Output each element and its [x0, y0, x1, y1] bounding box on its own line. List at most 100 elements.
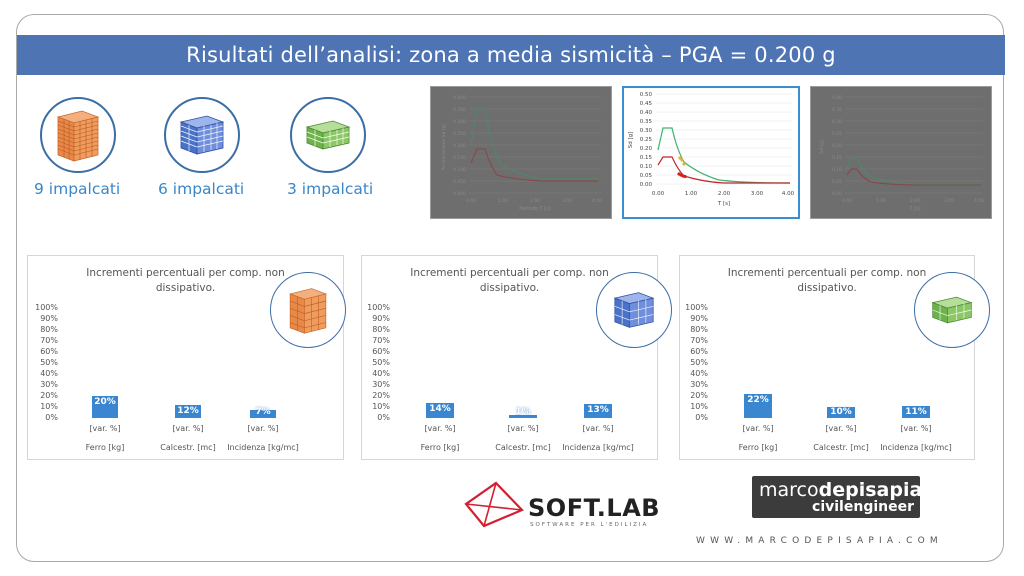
- y-tick-label: 0%: [45, 413, 58, 422]
- softlab-logo-icon: [464, 481, 524, 528]
- spec-right-ytick: 0.35: [832, 107, 842, 113]
- panel-title-line1: Incrementi percentuali per comp. non: [410, 267, 609, 279]
- y-tick-label: 40%: [690, 369, 708, 378]
- y-tick-label: 60%: [690, 347, 708, 356]
- y-tick-label: 70%: [40, 336, 58, 345]
- spec-left-xtick: 3.00: [562, 198, 572, 204]
- spec-mid-ytick: 0.05: [640, 173, 653, 179]
- y-tick-label: 50%: [372, 358, 390, 367]
- x-var-label: [var. %]: [900, 424, 932, 433]
- x-category-label: Incidenza [kg/mc]: [562, 443, 634, 452]
- building-3-floors-icon: [305, 120, 351, 150]
- spec-mid-ytick: 0.10: [640, 164, 653, 170]
- y-tick-label: 80%: [372, 325, 390, 334]
- spectrum-plot-right: 0.40 0.35 0.30 0.25 0.20 0.15 0.10 0.05 …: [811, 87, 991, 218]
- spec-right-xtick: 2.00: [910, 198, 920, 204]
- y-tick-label: 50%: [690, 358, 708, 367]
- y-tick-label: 0%: [695, 413, 708, 422]
- spec-mid-xtick: 3.00: [751, 191, 764, 197]
- building-9-label: 9 impalcati: [34, 180, 121, 198]
- y-tick-label: 10%: [40, 402, 58, 411]
- spec-mid-ytick: 0.45: [640, 101, 653, 107]
- y-tick-label: 60%: [372, 347, 390, 356]
- spec-mid-xtick: 1.00: [685, 191, 698, 197]
- spec-left-xtick: 2.00: [530, 198, 540, 204]
- spec-right-ytick: 0.15: [832, 155, 842, 161]
- y-tick-label: 40%: [372, 369, 390, 378]
- spec-mid-xtick: 2.00: [718, 191, 731, 197]
- bar-value-label: 22%: [747, 394, 769, 405]
- spec-mid-ytick: 0.25: [640, 137, 653, 143]
- spec-right-ytick: 0.20: [832, 143, 842, 149]
- panel-building-3-circle: [914, 272, 990, 348]
- building-6-circle: [164, 97, 240, 173]
- spec-left-ytick: 0.350: [453, 107, 466, 113]
- spec-right-ytick: 0.05: [832, 179, 842, 185]
- y-tick-label: 20%: [40, 391, 58, 400]
- x-var-label: [var. %]: [825, 424, 857, 433]
- y-tick-label: 0%: [377, 413, 390, 422]
- spec-right-xtick: 0.00: [842, 198, 852, 204]
- spec-left-ytick: 0.000: [453, 191, 466, 197]
- spec-left-ytick: 0.150: [453, 155, 466, 161]
- y-tick-label: 70%: [372, 336, 390, 345]
- building-3-circle: [290, 97, 366, 173]
- mdp-part3: civilengineer: [812, 499, 914, 515]
- building-6-label: 6 impalcati: [158, 180, 245, 198]
- panel-title-line2: dissipativo.: [155, 282, 216, 294]
- building-6-floors-icon: [179, 115, 225, 155]
- spec-right-ytick: 0.40: [832, 95, 842, 101]
- y-tick-label: 60%: [40, 347, 58, 356]
- x-category-label: Calcestr. [mc]: [813, 443, 869, 452]
- spec-left-xtick: 1.00: [498, 198, 508, 204]
- spec-right-ytick: 0.00: [832, 191, 842, 197]
- spec-right-xtick: 4.00: [974, 198, 984, 204]
- bar-2: [250, 410, 276, 418]
- spec-left-ytick: 0.400: [453, 95, 466, 101]
- spec-right-ylabel: Sd [g]: [819, 140, 825, 154]
- y-tick-label: 30%: [372, 380, 390, 389]
- x-category-label: Calcestr. [mc]: [495, 443, 551, 452]
- website-url: WWW.MARCODEPISAPIA.COM: [696, 536, 943, 546]
- y-tick-label: 80%: [690, 325, 708, 334]
- spec-left-ytick: 0.200: [453, 143, 466, 149]
- spectrum-plot-left: 0.400 0.350 0.300 0.250 0.200 0.150 0.10…: [431, 87, 611, 218]
- y-tick-label: 10%: [372, 402, 390, 411]
- mdp-part2: depisapia: [818, 479, 923, 501]
- bar-value-label: 12%: [177, 405, 199, 416]
- spec-mid-ytick: 0.30: [640, 128, 653, 134]
- y-tick-label: 10%: [690, 402, 708, 411]
- x-var-label: [var. %]: [89, 424, 121, 433]
- spec-mid-xtick: 4.00: [782, 191, 795, 197]
- spec-left-ytick: 0.250: [453, 131, 466, 137]
- spec-mid-xlabel: T [s]: [717, 201, 730, 207]
- x-category-label: Ferro [kg]: [85, 443, 125, 452]
- spec-mid-ytick: 0.40: [640, 110, 653, 116]
- spectrum-chart-right: 0.40 0.35 0.30 0.25 0.20 0.15 0.10 0.05 …: [810, 86, 992, 219]
- bar-value-label: 11%: [905, 406, 927, 417]
- bar-value-label: 20%: [94, 397, 116, 407]
- bar-value-label: 14%: [429, 403, 451, 414]
- y-tick-label: 40%: [40, 369, 58, 378]
- bar-0: [744, 393, 772, 418]
- spectrum-chart-left: 0.400 0.350 0.300 0.250 0.200 0.150 0.10…: [430, 86, 612, 219]
- spec-right-ytick: 0.25: [832, 131, 842, 137]
- x-category-label: Calcestr. [mc]: [160, 443, 216, 452]
- bar-2: [902, 405, 930, 418]
- softlab-tagline: SOFTWARE PER L'EDILIZIA: [530, 522, 649, 528]
- panel-building-9-circle: [270, 272, 346, 348]
- spec-right-ytick: 0.10: [832, 167, 842, 173]
- x-category-label: Ferro [kg]: [738, 443, 778, 452]
- building-3-floors-icon: [931, 296, 973, 324]
- bar-0: [92, 396, 118, 418]
- panel-title-line2: dissipativo.: [797, 282, 857, 294]
- spec-right-xtick: 1.00: [876, 198, 886, 204]
- spec-left-ylabel: Accelerazione Sd [g]: [441, 124, 447, 171]
- bar-1: [509, 415, 537, 418]
- y-tick-label: 100%: [685, 303, 708, 312]
- spec-mid-xtick: 0.00: [652, 191, 665, 197]
- y-tick-label: 100%: [367, 303, 390, 312]
- spec-left-ytick: 0.050: [453, 179, 466, 185]
- spec-mid-ytick: 0.00: [640, 182, 653, 188]
- spectrum-plot-middle: 0.50 0.45 0.40 0.35 0.30 0.25 0.20 0.15 …: [628, 92, 795, 207]
